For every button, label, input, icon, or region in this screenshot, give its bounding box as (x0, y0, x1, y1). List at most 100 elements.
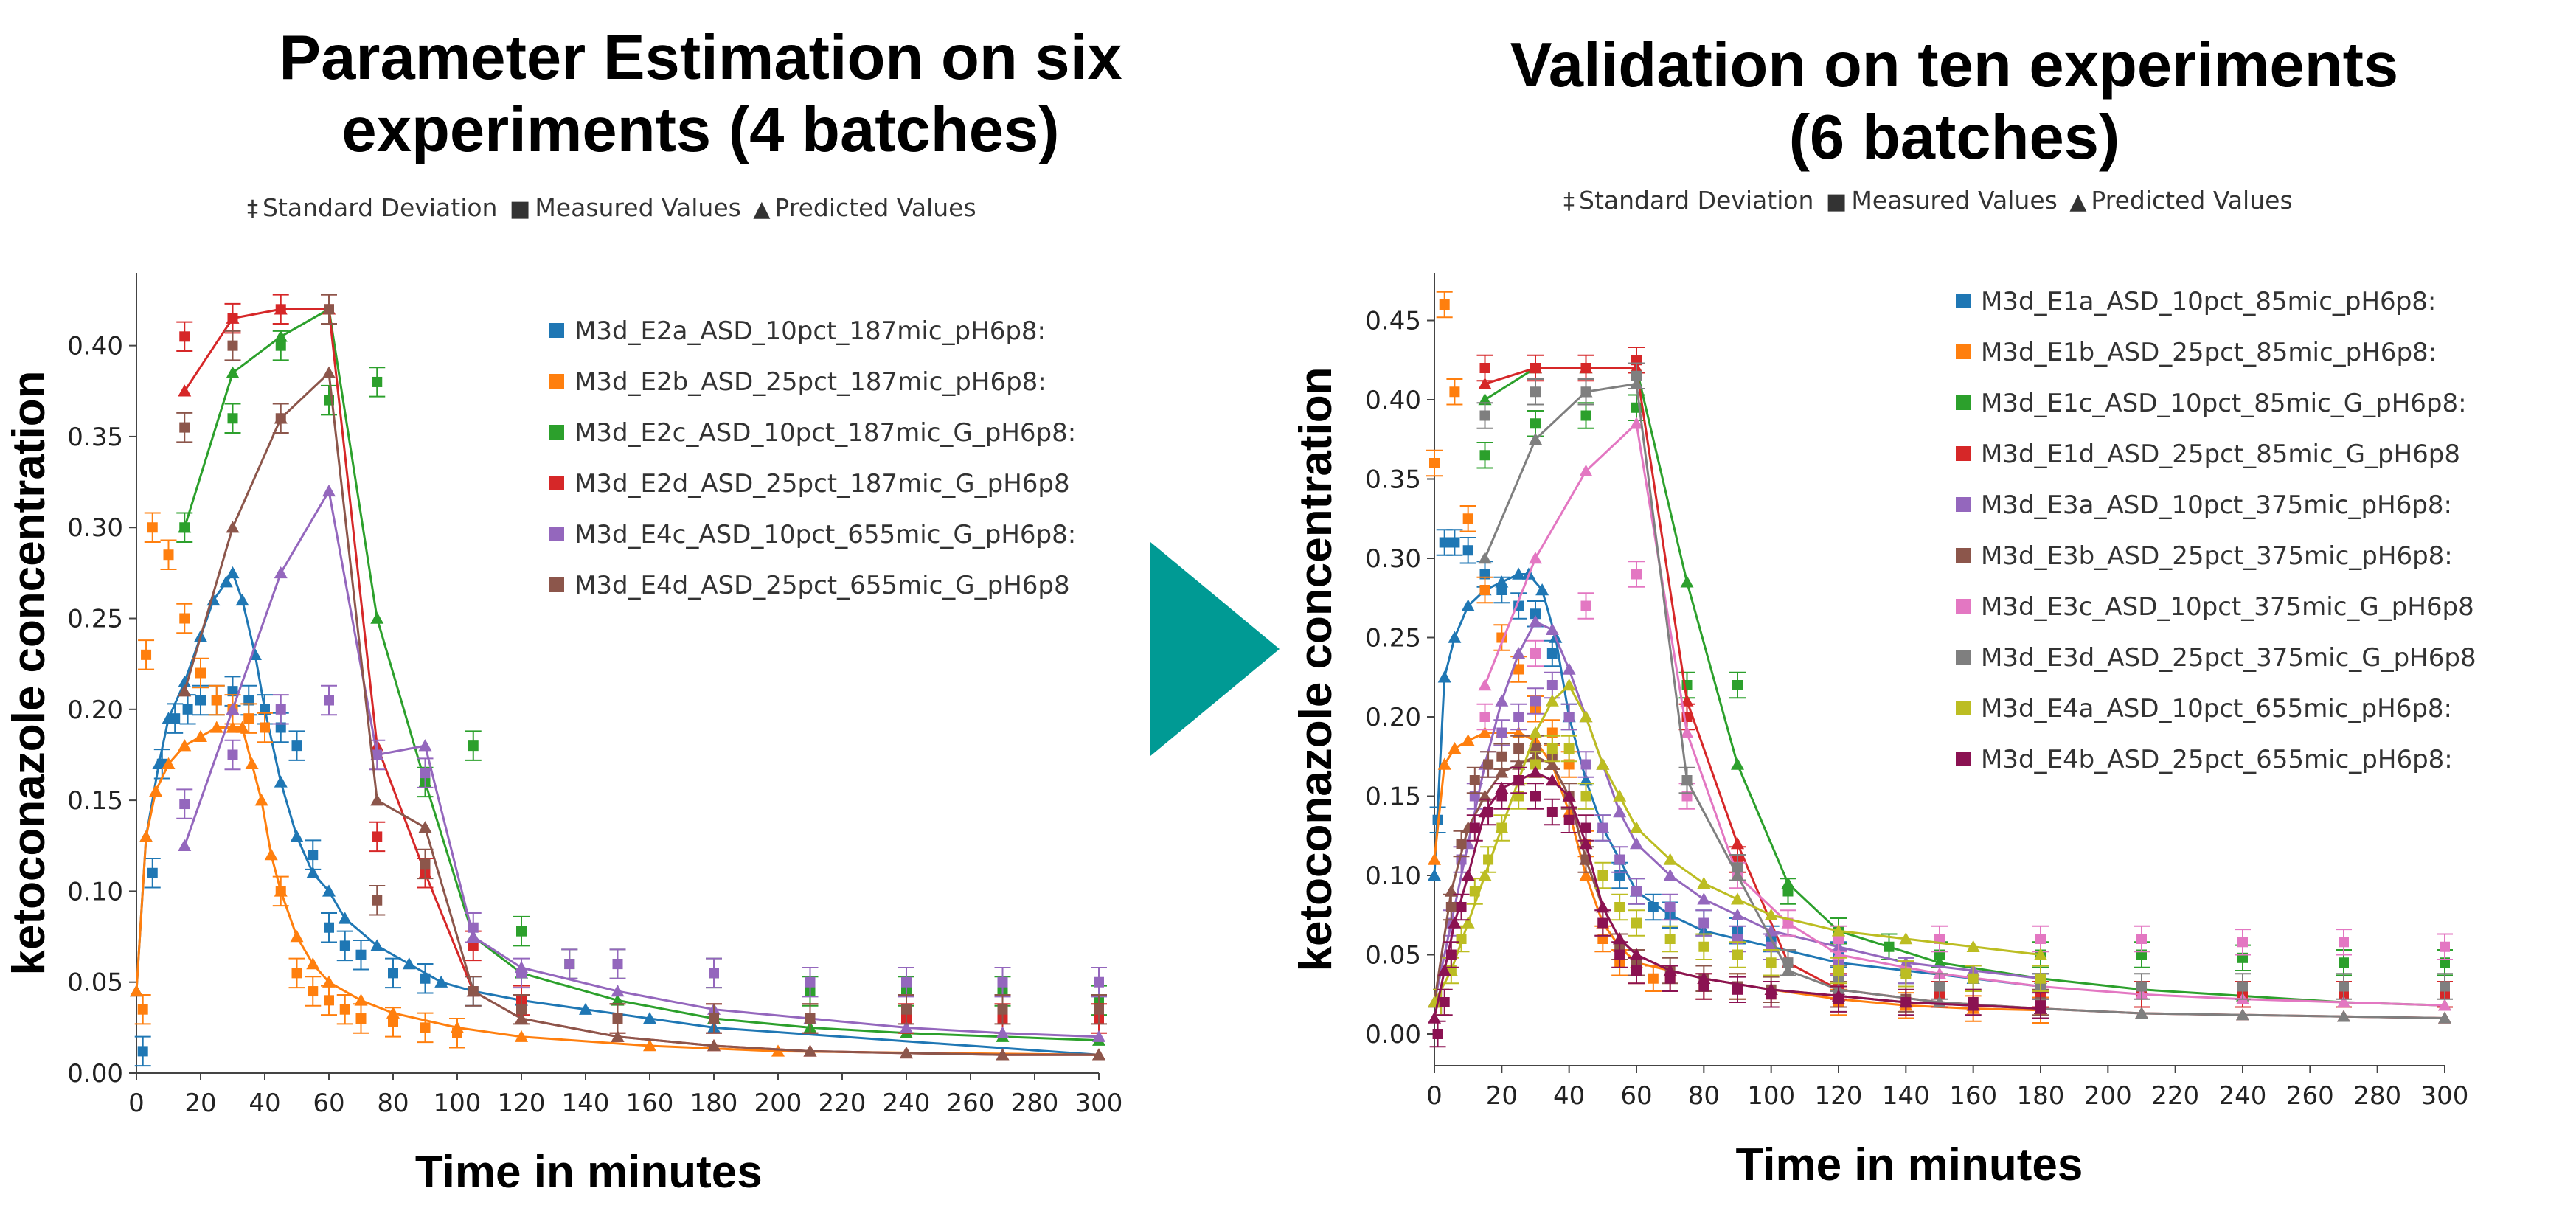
measured-point (468, 922, 479, 933)
predicted-point (643, 1039, 656, 1052)
square-icon: ■ (509, 196, 531, 222)
predicted-point (194, 729, 207, 743)
x-tick-label: 300 (2421, 1081, 2469, 1111)
predicted-point (1680, 575, 1694, 588)
measured-point (1094, 976, 1104, 988)
left-title-line-1: Parameter Estimation on six (279, 23, 1122, 93)
y-tick-label: 0.00 (67, 1059, 123, 1089)
y-tick-label: 0.35 (1365, 465, 1421, 495)
measured-point (1469, 775, 1480, 785)
predicted-point (1579, 774, 1593, 786)
measured-point (1456, 902, 1467, 912)
x-tick-label: 140 (1882, 1081, 1930, 1111)
predicted-point (1437, 757, 1451, 770)
measured-point (147, 867, 158, 878)
measured-point (1631, 569, 1642, 580)
measured-point (291, 968, 302, 979)
measured-point (1479, 585, 1490, 595)
measured-point (2136, 934, 2147, 944)
measured-point (1496, 727, 1507, 738)
predicted-point (1428, 853, 1441, 865)
predicted-point (1495, 766, 1509, 778)
predicted-point (354, 993, 368, 1006)
y-tick-label: 0.30 (67, 513, 123, 543)
predicted-legend-label: Predicted Values (774, 193, 976, 222)
series-group (176, 302, 1107, 1046)
measured-point (1782, 886, 1794, 897)
measured-point (1698, 981, 1709, 992)
x-tick-label: 260 (947, 1089, 995, 1118)
measured-point (324, 995, 334, 1006)
measured-point (901, 1004, 912, 1015)
predicted-point (996, 1026, 1010, 1038)
predicted-point (2438, 1011, 2451, 1024)
predicted-point (2236, 1008, 2249, 1021)
measured-point (1530, 386, 1541, 398)
y-tick-label: 0.40 (1365, 386, 1421, 415)
predicted-point (1428, 869, 1441, 881)
x-tick-label: 40 (1553, 1081, 1585, 1111)
predicted-point (370, 611, 384, 624)
legend-entry: M3d_E2a_ASD_10pct_187mic_pH6p8: (574, 316, 1046, 346)
predicted-point (290, 830, 304, 842)
measured-point (1597, 917, 1608, 929)
measured-point (1530, 648, 1541, 659)
measured-point (1546, 648, 1558, 659)
measured-point (1513, 712, 1524, 722)
triangle-icon: ▲ (2069, 189, 2087, 215)
predicted-point (235, 721, 249, 733)
predicted-point (1832, 948, 1845, 960)
legend-swatch (1956, 395, 1971, 410)
measured-point (227, 686, 238, 697)
measured-point (227, 749, 238, 760)
measured-point (227, 340, 238, 351)
measured-point (1664, 934, 1676, 944)
series-group (176, 484, 1107, 1042)
predicted-point (771, 1044, 785, 1057)
legend-swatch (549, 425, 564, 440)
predicted-point (254, 794, 268, 806)
legend-swatch (549, 476, 564, 490)
measured-point (1580, 410, 1591, 421)
measured-point (324, 922, 334, 933)
legend-entry: M3d_E2c_ASD_10pct_187mic_G_pH6p8: (574, 418, 1076, 448)
measured-point (709, 968, 719, 979)
right-title-line-2: (6 batches) (1788, 103, 2120, 173)
x-tick-label: 260 (2286, 1081, 2334, 1111)
legend-entry: M3d_E1b_ASD_25pct_85mic_pH6p8: (1981, 338, 2437, 367)
measured-legend-label: Measured Values (1851, 186, 2058, 215)
predicted-point (322, 484, 336, 497)
measured-point (1648, 973, 1659, 984)
predicted-point (900, 1046, 913, 1059)
measured-point (1445, 902, 1457, 912)
predicted-line (1433, 573, 2041, 988)
predicted-point (418, 821, 432, 833)
predicted-point (1478, 726, 1492, 738)
y-axis-label: ketoconazole concentration (4, 371, 55, 976)
measured-point (1449, 537, 1460, 548)
predicted-point (1680, 726, 1694, 738)
measured-point (1631, 886, 1642, 897)
measured-point (997, 1004, 1008, 1015)
measured-point (388, 1016, 398, 1027)
predicted-point (338, 912, 352, 924)
measured-point (1513, 743, 1524, 754)
measured-point (1766, 989, 1777, 1000)
legend-swatch (549, 323, 564, 338)
predicted-point (1478, 869, 1492, 881)
legend-entry: M3d_E4b_ASD_25pct_655mic_pH6p8: (1981, 745, 2453, 774)
predicted-point (1461, 734, 1475, 746)
left-title-line-2: experiments (4 batches) (341, 95, 1060, 165)
y-tick-label: 0.35 (67, 423, 123, 452)
predicted-point (1731, 837, 1744, 850)
predicted-point (226, 702, 240, 715)
measured-point (179, 613, 190, 624)
measured-point (2440, 941, 2450, 952)
predicted-point (900, 1021, 913, 1033)
predicted-point (1545, 774, 1559, 786)
x-axis-label: Time in minutes (415, 1147, 763, 1198)
measured-point (1483, 854, 1494, 865)
measured-point (1429, 458, 1440, 468)
series-group (1476, 362, 2453, 1024)
measured-point (324, 695, 334, 706)
